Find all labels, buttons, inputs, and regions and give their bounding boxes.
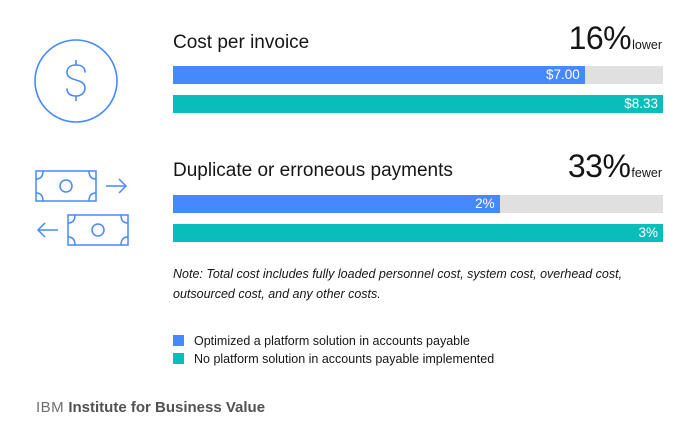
panel-2-highlight-value: 33%: [567, 148, 631, 184]
panel-1-bar-1: $7.00: [173, 66, 585, 84]
legend-item-no-platform: No platform solution in accounts payable…: [173, 352, 494, 366]
footer-brand-text: Institute for Business Value: [68, 399, 266, 416]
legend-swatch-teal: [173, 353, 184, 364]
panel-1-highlight-value: 16%: [568, 20, 632, 56]
legend-label-no-platform: No platform solution in accounts payable…: [194, 352, 495, 366]
money-transfer-icon: [35, 170, 129, 246]
panel-2-bar-2-label: 3%: [638, 225, 658, 240]
panel-2-bar-2: 3%: [173, 224, 663, 242]
panel-1-bar-2: $8.33: [173, 95, 663, 113]
panel-1-bar-1-track: $7.00: [173, 66, 663, 84]
panel-2-highlight-suffix: fewer: [631, 166, 662, 180]
panel-1-highlight-suffix: lower: [632, 38, 662, 52]
panel-1-bar-2-label: $8.33: [624, 96, 658, 111]
panel-2-bar-2-track: 3%: [173, 224, 663, 242]
panel-2-bar-1-track: 2%: [173, 195, 663, 213]
panel-2-bar-1-label: 2%: [475, 196, 495, 211]
panel-2-title: Duplicate or erroneous payments: [173, 160, 453, 181]
panel-2-highlight: 33%fewer: [568, 148, 662, 185]
footer-brand: IBM Institute for Business Value: [36, 399, 265, 416]
panel-1-title: Cost per invoice: [173, 32, 310, 53]
panel-1-bar-1-label: $7.00: [545, 67, 580, 82]
panel-1-bar-2-track: $8.33: [173, 95, 663, 113]
dollar-icon: [34, 39, 118, 123]
legend-label-optimized: Optimized a platform solution in account…: [194, 334, 470, 348]
chart-note: Note: Total cost includes fully loaded p…: [173, 267, 623, 301]
panel-2-bar-1: 2%: [173, 195, 500, 213]
legend-item-optimized: Optimized a platform solution in account…: [173, 334, 470, 348]
legend-swatch-blue: [173, 335, 184, 346]
panel-1-highlight: 16%lower: [569, 20, 662, 57]
footer-brand-name: IBM: [36, 399, 65, 416]
